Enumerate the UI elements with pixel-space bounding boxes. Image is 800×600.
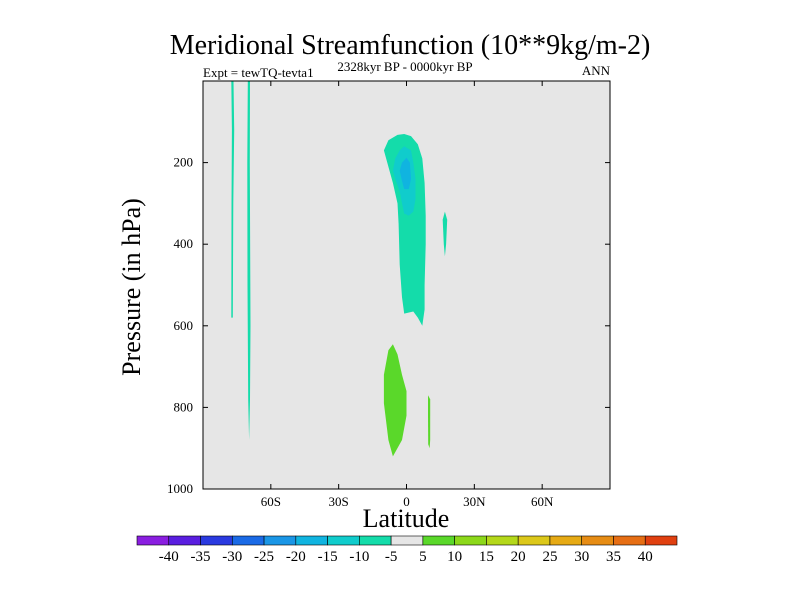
x-tick-label: 60N [531, 494, 554, 509]
region-narrow-band-70S [247, 81, 251, 440]
y-tick-label: 400 [174, 236, 194, 251]
x-tick-label: 60S [261, 494, 281, 509]
colorbar-label: -15 [318, 549, 338, 565]
time-range-label: 2328kyr BP - 0000kyr BP [337, 59, 472, 74]
colorbar-swatch [359, 535, 392, 546]
y-axis-label: Pressure (in hPa) [117, 198, 146, 376]
colorbar-swatch [613, 535, 646, 546]
colorbar: -40 -35 -30 -25 -20 -15 -10 -5 5 10 15 20 25 30 35 40 [136, 535, 678, 565]
region-lower-band-10N [428, 395, 431, 449]
colorbar-label: 10 [447, 549, 462, 565]
colorbar-label: 40 [638, 549, 653, 565]
y-axis-ticks: 200 400 600 800 1000 [167, 155, 610, 496]
experiment-label: Expt = tewTQ-tevta1 [203, 65, 314, 80]
colorbar-label: -25 [254, 549, 274, 565]
colorbar-label: 5 [419, 549, 427, 565]
colorbar-swatch [168, 535, 201, 546]
region-lower-cell [383, 344, 407, 457]
colorbar-swatch [422, 535, 455, 546]
colorbar-label: -35 [191, 549, 211, 565]
colorbar-swatch [231, 535, 265, 546]
colorbar-swatch [486, 535, 519, 546]
colorbar-swatch [263, 535, 297, 546]
colorbar-label: 20 [511, 549, 526, 565]
colorbar-label: -40 [159, 549, 179, 565]
colorbar-swatch [327, 535, 360, 546]
colorbar-label: 25 [542, 549, 557, 565]
colorbar-swatch [644, 535, 678, 546]
colorbar-swatch [454, 535, 487, 546]
colorbar-swatch [517, 535, 551, 546]
colorbar-swatch [136, 535, 170, 546]
colorbar-swatch [200, 535, 233, 546]
colorbar-label: 15 [479, 549, 494, 565]
y-tick-label: 1000 [167, 481, 193, 496]
contour-regions [231, 81, 448, 457]
colorbar-label: 30 [574, 549, 589, 565]
colorbar-label: 35 [606, 549, 621, 565]
region-narrow-band-75S [231, 81, 235, 318]
x-tick-label: 30S [329, 494, 349, 509]
colorbar-swatch [581, 535, 614, 546]
y-tick-label: 200 [174, 155, 194, 170]
colorbar-swatch [549, 535, 583, 546]
colorbar-label: -30 [222, 549, 242, 565]
x-tick-label: 30N [463, 494, 486, 509]
colorbar-label: -10 [349, 549, 369, 565]
y-tick-label: 600 [174, 318, 194, 333]
season-label: ANN [582, 63, 611, 78]
y-tick-label: 800 [174, 399, 194, 414]
x-axis-label: Latitude [363, 504, 450, 533]
colorbar-label: -20 [286, 549, 306, 565]
colorbar-swatch [390, 535, 424, 546]
region-small-band-16N [442, 211, 448, 257]
chart-title: Meridional Streamfunction (10**9kg/m-2) [170, 30, 651, 61]
region-upper-cell-core [399, 157, 411, 190]
colorbar-swatch [295, 535, 328, 546]
x-tick-label: 0 [403, 494, 410, 509]
colorbar-label: -5 [385, 549, 398, 565]
x-axis-ticks: 60S 30S 0 30N 60N [261, 81, 554, 509]
